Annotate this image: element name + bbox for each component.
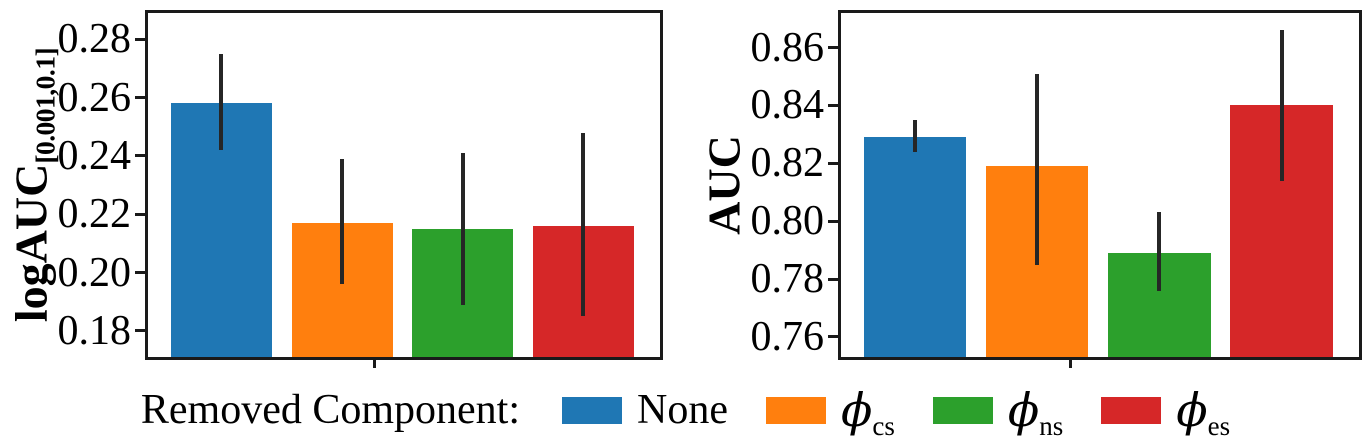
y-tick-mark (135, 37, 145, 41)
y-tick-label: 0.80 (750, 198, 825, 245)
legend-symbol-subscript: cs (872, 410, 895, 440)
legend-swatch (766, 396, 827, 424)
y-tick-mark (828, 103, 838, 107)
y-tick-mark (135, 212, 145, 216)
legend-symbol: None (637, 387, 729, 433)
y-tick-label: 0.20 (57, 249, 132, 296)
legend-item-phi-cs: ϕcs (766, 387, 895, 440)
legend: Removed Component: None ϕcs ϕns ϕes (0, 381, 1371, 440)
x-tick-mark (1068, 360, 1072, 368)
error-bar-None (913, 119, 918, 152)
error-bar-ϕ_ns (1157, 212, 1162, 291)
legend-symbol-subscript: ns (1039, 410, 1064, 440)
y-tick-label: 0.82 (750, 140, 825, 187)
error-bar-ϕ_es (581, 132, 586, 317)
legend-label: ϕcs (841, 387, 895, 440)
legend-swatch (562, 396, 623, 424)
error-bar-None (219, 53, 224, 150)
legend-title: Removed Component: (140, 387, 521, 433)
y-tick-label: 0.28 (57, 16, 132, 63)
legend-item-phi-es: ϕes (1101, 387, 1230, 440)
y-tick-mark (828, 161, 838, 165)
legend-label: None (637, 389, 728, 431)
legend-item-phi-ns: ϕns (932, 387, 1063, 440)
y-tick-mark (135, 271, 145, 274)
y-tick-mark (828, 335, 838, 339)
error-bar-ϕ_ns (460, 152, 465, 305)
y-axis-label-logauc-main: logAUC (5, 163, 57, 323)
y-tick-label: 0.26 (57, 74, 132, 121)
bar-None (864, 137, 967, 359)
legend-label: ϕns (1008, 387, 1063, 440)
legend-symbol: ϕ (1176, 382, 1208, 437)
legend-items: None ϕcs ϕns ϕes (562, 387, 1230, 440)
y-tick-label: 0.86 (750, 24, 825, 71)
x-tick-mark (372, 360, 376, 368)
y-tick-label: 0.22 (57, 191, 132, 238)
y-tick-mark (135, 96, 145, 99)
error-bar-ϕ_es (1279, 30, 1284, 181)
y-tick-label: 0.24 (57, 132, 132, 179)
legend-symbol-subscript: es (1207, 410, 1231, 440)
y-tick-mark (135, 329, 145, 333)
y-tick-label: 0.18 (57, 307, 132, 354)
legend-item-none: None (562, 389, 728, 431)
y-tick-mark (135, 154, 145, 158)
legend-symbol: ϕ (1007, 382, 1040, 437)
error-bar-ϕ_cs (340, 158, 345, 285)
y-tick-mark (828, 219, 838, 223)
error-bar-ϕ_cs (1035, 73, 1040, 265)
legend-label: ϕes (1176, 387, 1230, 440)
y-tick-label: 0.84 (750, 82, 825, 129)
y-tick-mark (828, 46, 838, 50)
y-tick-label: 0.76 (750, 313, 825, 360)
legend-swatch (932, 396, 993, 424)
y-tick-label: 0.78 (750, 256, 825, 302)
y-tick-mark (828, 277, 838, 281)
legend-symbol: ϕ (841, 382, 873, 437)
legend-swatch (1101, 396, 1162, 424)
